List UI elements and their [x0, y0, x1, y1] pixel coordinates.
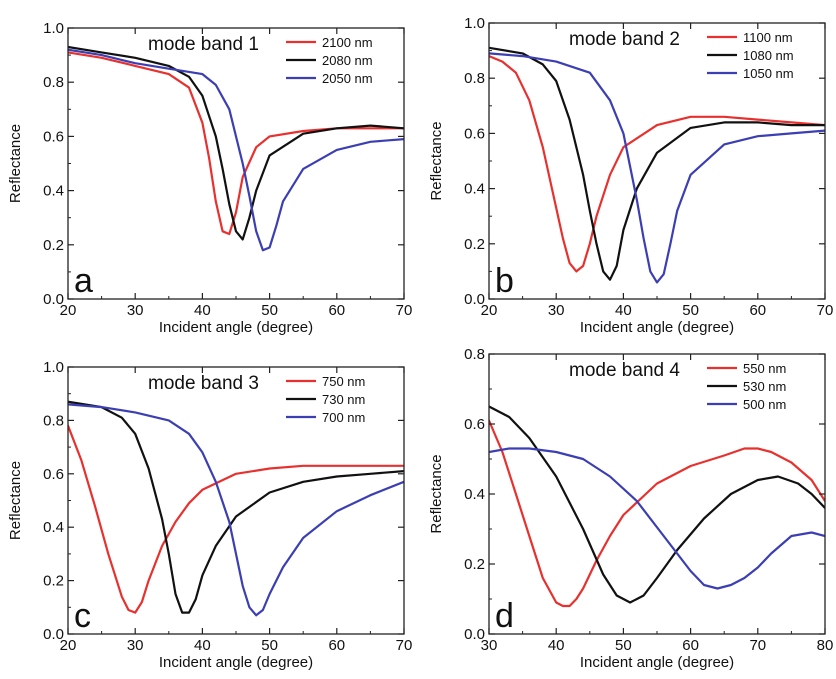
y-tick-label: 0.0	[43, 291, 64, 308]
x-tick-label: 70	[749, 637, 766, 654]
series-line-a-3	[68, 48, 404, 252]
x-tick-label: 30	[548, 302, 565, 319]
y-tick-label: 0.0	[43, 626, 64, 643]
x-tick-label: 50	[615, 637, 632, 654]
x-tick-label: 70	[817, 302, 834, 319]
legend-entry: 730 nm	[322, 392, 365, 407]
series-line-d-3	[489, 447, 825, 590]
legend-entry: 750 nm	[322, 374, 365, 389]
y-tick-label: 0.4	[43, 183, 64, 200]
legend-entry: 700 nm	[322, 410, 365, 425]
y-tick-label: 0.6	[464, 416, 485, 433]
x-tick-label: 30	[481, 637, 498, 654]
x-tick-label: 60	[328, 637, 345, 654]
x-tick-label: 40	[194, 302, 211, 319]
y-tick-label: 0.8	[43, 74, 64, 91]
x-tick-label: 70	[396, 302, 413, 319]
panel-title: mode band 1	[148, 34, 259, 55]
x-tick-label: 60	[749, 302, 766, 319]
y-tick-label: 0.6	[43, 128, 64, 145]
series-line-d-1	[489, 419, 825, 608]
y-tick-label: 1.0	[43, 359, 64, 376]
y-tick-label: 0.8	[464, 346, 485, 363]
series-line-b-2	[489, 46, 825, 281]
x-tick-label: 50	[682, 302, 699, 319]
y-tick-label: 0.2	[464, 236, 485, 253]
legend-entry: 1080 nm	[743, 48, 794, 63]
x-tick-label: 40	[194, 637, 211, 654]
legend-entry: 530 nm	[743, 379, 786, 394]
y-tick-label: 0.2	[43, 573, 64, 590]
panel-c: 20 30 40 50 60 70 0.0 0.2 0.4 0.6 0.8 1.0 Incident a…	[7, 359, 412, 671]
x-axis-label: Incident angle (degree)	[159, 654, 313, 671]
panel-title: mode band 3	[148, 373, 259, 394]
x-tick-label: 20	[60, 637, 77, 654]
x-axis-label: Incident angle (degree)	[580, 654, 734, 671]
y-tick-label: 0.2	[43, 237, 64, 254]
panel-b: 20 30 40 50 60 70 0.0 0.2 0.4 0.6 0.8 1.0 Incident a…	[428, 15, 833, 336]
legend-entry: 1100 nm	[743, 30, 793, 45]
axis-frame	[67, 27, 405, 300]
legend-entry: 500 nm	[743, 397, 786, 412]
x-tick-label: 80	[817, 637, 834, 654]
y-tick-label: 0.4	[464, 181, 485, 198]
legend-entry: 1050 nm	[743, 66, 794, 81]
series-line-d-2	[489, 405, 825, 604]
y-axis-label: Reflectance	[7, 124, 24, 203]
y-axis-label: Reflectance	[428, 121, 445, 200]
x-tick-label: 60	[328, 302, 345, 319]
x-tick-label: 20	[481, 302, 498, 319]
y-tick-label: 0.0	[464, 626, 485, 643]
series-line-b-3	[489, 52, 825, 284]
series-line-a-2	[68, 45, 404, 241]
panel-d: 30 40 50 60 70 80 0.0 0.2 0.4 0.6 0.8 Incident angl…	[428, 346, 833, 671]
y-tick-label: 0.8	[464, 70, 485, 87]
y-tick-label: 0.6	[464, 125, 485, 142]
x-axis-label: Incident angle (degree)	[159, 319, 313, 336]
x-tick-label: 30	[127, 637, 144, 654]
x-tick-label: 60	[682, 637, 699, 654]
axis-frame	[488, 22, 826, 300]
axis-frame	[67, 366, 405, 635]
x-tick-label: 40	[615, 302, 632, 319]
legend-entry: 550 nm	[743, 361, 786, 376]
x-tick-label: 40	[548, 637, 565, 654]
legend-entry: 2080 nm	[322, 53, 373, 68]
y-tick-label: 0.4	[464, 486, 485, 503]
y-tick-label: 0.2	[464, 556, 485, 573]
y-axis-label: Reflectance	[428, 454, 445, 533]
y-tick-label: 0.8	[43, 412, 64, 429]
legend-entry: 2050 nm	[322, 71, 373, 86]
x-tick-label: 50	[261, 302, 278, 319]
y-tick-label: 1.0	[464, 15, 485, 32]
panel-letter: b	[495, 262, 514, 300]
y-tick-label: 0.0	[464, 291, 485, 308]
panel-title: mode band 2	[569, 29, 680, 50]
series-line-c-3	[68, 403, 404, 617]
x-axis-label: Incident angle (degree)	[580, 319, 734, 336]
x-tick-label: 70	[396, 637, 413, 654]
legend-entry: 2100 nm	[322, 35, 373, 50]
panel-a: 20 30 40 50 60 70 0.0 0.2 0.4 0.6 0.8 1.0 Incident a…	[7, 20, 412, 336]
x-tick-label: 30	[127, 302, 144, 319]
series-line-a-1	[68, 51, 404, 236]
series-line-c-1	[68, 424, 404, 614]
panel-letter: d	[495, 597, 514, 635]
y-tick-label: 1.0	[43, 20, 64, 37]
panel-letter: c	[74, 597, 91, 635]
series-line-b-1	[489, 55, 825, 273]
y-tick-label: 0.4	[43, 519, 64, 536]
series-line-c-2	[68, 400, 404, 614]
x-tick-label: 20	[60, 302, 77, 319]
y-tick-label: 0.6	[43, 466, 64, 483]
y-axis-label: Reflectance	[7, 461, 24, 540]
panel-title: mode band 4	[569, 360, 680, 381]
panel-letter: a	[74, 262, 93, 300]
x-tick-label: 50	[261, 637, 278, 654]
axis-frame	[488, 353, 826, 635]
